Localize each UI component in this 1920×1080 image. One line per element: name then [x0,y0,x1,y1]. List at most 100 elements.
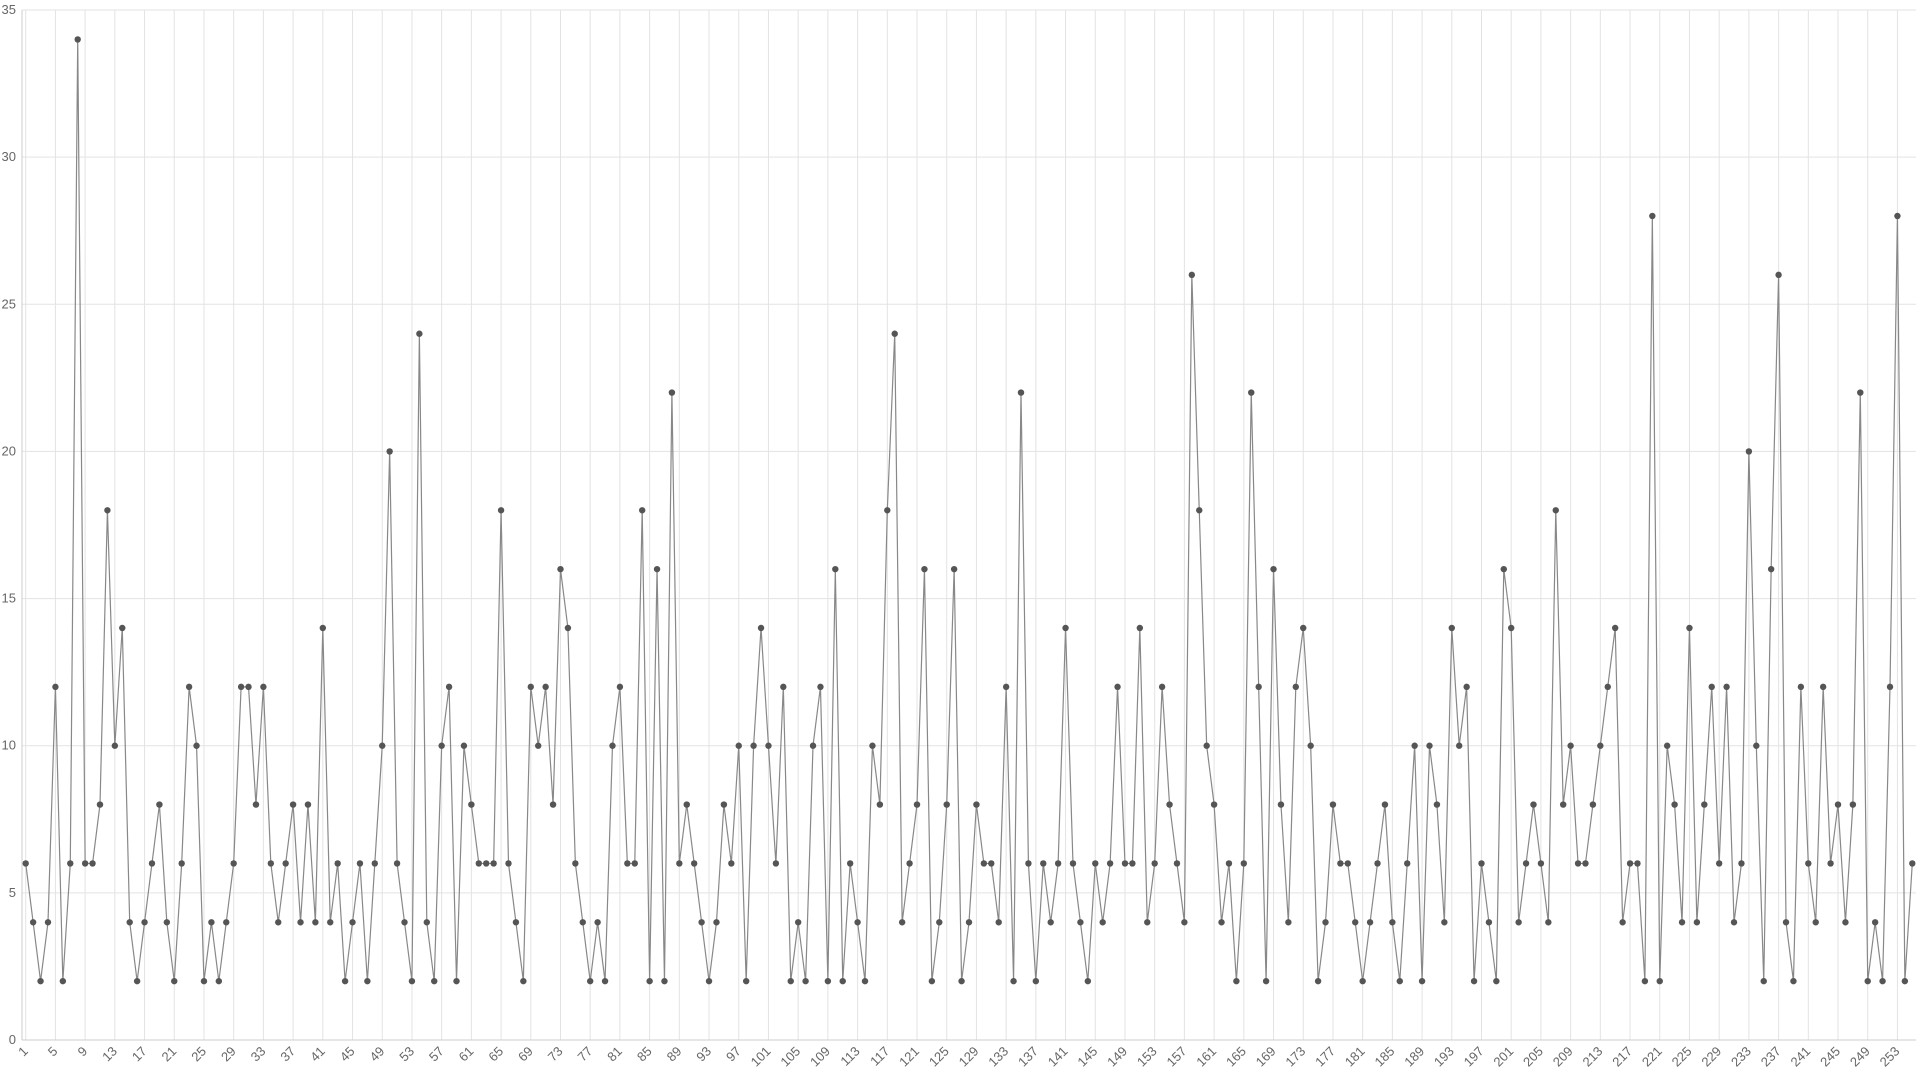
data-point [965,919,973,926]
data-point [1240,860,1248,867]
x-tick-label: 81 [604,1044,625,1065]
x-tick-label: 97 [723,1044,744,1065]
x-tick-label: 205 [1520,1044,1546,1070]
data-point [1337,860,1344,867]
x-tick-label: 181 [1342,1044,1368,1070]
data-point [936,919,943,926]
data-point [1255,683,1262,691]
data-point [527,683,534,691]
data-point [1054,860,1062,867]
data-point [1077,919,1084,926]
data-point [1381,801,1389,808]
data-point [1723,683,1730,691]
data-point [1582,860,1589,867]
data-point [973,801,980,808]
data-point [661,977,668,985]
data-point [364,977,371,985]
data-point [1389,919,1396,926]
data-point [587,977,594,985]
data-point [81,860,89,867]
x-tick-label: 85 [634,1044,655,1065]
data-point [1329,801,1337,808]
data-point [1537,860,1545,867]
x-tick-label: 109 [807,1044,833,1070]
data-point [713,919,720,926]
data-point [178,860,185,867]
data-point [601,977,609,985]
x-tick-label: 137 [1015,1044,1041,1070]
data-point [988,860,995,867]
x-tick-label: 189 [1401,1044,1427,1070]
x-tick-label: 133 [985,1044,1011,1070]
data-point [1753,742,1760,749]
data-point [230,860,237,867]
data-point [757,624,765,632]
data-point [1559,801,1567,808]
x-tick-label: 33 [248,1044,269,1065]
data-point [1842,919,1849,926]
data-point [1218,919,1225,926]
x-tick-label: 141 [1045,1044,1071,1070]
data-point [245,683,252,691]
data-point [876,801,884,808]
x-tick-label: 65 [485,1044,506,1065]
data-point [802,977,809,985]
y-tick-label: 35 [2,2,16,17]
data-point [445,683,453,691]
x-tick-label: 21 [159,1044,180,1065]
data-point [1084,977,1092,985]
data-point [616,683,624,691]
data-point [1411,742,1418,749]
data-point [1092,860,1099,867]
data-point [1597,742,1604,749]
data-point [1158,683,1166,691]
data-point [1812,919,1819,926]
x-tick-label: 153 [1134,1044,1160,1070]
data-point [148,860,156,867]
data-point [1144,919,1151,926]
data-point [579,919,586,926]
data-point [490,860,497,867]
data-point [794,919,802,926]
data-point [1433,801,1441,808]
data-point [535,742,542,749]
x-tick-label: 245 [1817,1044,1843,1070]
data-point [728,860,735,867]
data-point [1782,919,1790,926]
data-point [260,683,267,691]
data-point [1508,624,1515,632]
data-point [1196,507,1203,514]
y-tick-label: 30 [2,149,16,164]
data-point [237,683,245,691]
data-point [1463,683,1470,691]
data-point [312,919,319,926]
data-point [1745,448,1753,455]
data-point [1589,801,1597,808]
data-point [341,977,349,985]
data-point [275,919,282,926]
data-point [631,860,638,867]
data-point [401,919,408,926]
data-point [765,742,772,749]
x-tick-label: 233 [1728,1044,1754,1070]
data-point [185,683,193,691]
data-point [349,919,356,926]
data-point [1701,801,1708,808]
x-tick-label: 169 [1253,1044,1279,1070]
data-point [1292,683,1300,691]
x-tick-label: 157 [1164,1044,1190,1070]
data-point [832,565,839,573]
data-point [327,919,334,926]
data-point [37,977,44,985]
data-point [720,801,728,808]
data-point [1626,860,1634,867]
data-point [817,683,824,691]
data-point [1834,801,1842,808]
data-point [1730,919,1738,926]
x-tick-label: 9 [75,1044,91,1060]
data-point [371,860,379,867]
data-point [208,919,215,926]
data-point [1270,565,1277,573]
data-point [304,801,312,808]
data-point [594,919,601,926]
